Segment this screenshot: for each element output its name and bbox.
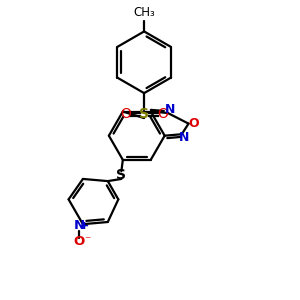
Text: N: N xyxy=(165,103,175,116)
Text: N: N xyxy=(178,131,189,144)
Text: +: + xyxy=(80,221,89,231)
Text: S: S xyxy=(116,168,126,182)
Text: ⁻: ⁻ xyxy=(84,235,91,248)
Text: N: N xyxy=(74,219,85,232)
Text: O: O xyxy=(74,235,85,248)
Text: O: O xyxy=(157,107,168,121)
Text: CH₃: CH₃ xyxy=(133,6,155,19)
Text: O: O xyxy=(121,107,131,121)
Text: O: O xyxy=(188,117,199,130)
Text: S: S xyxy=(139,107,149,121)
